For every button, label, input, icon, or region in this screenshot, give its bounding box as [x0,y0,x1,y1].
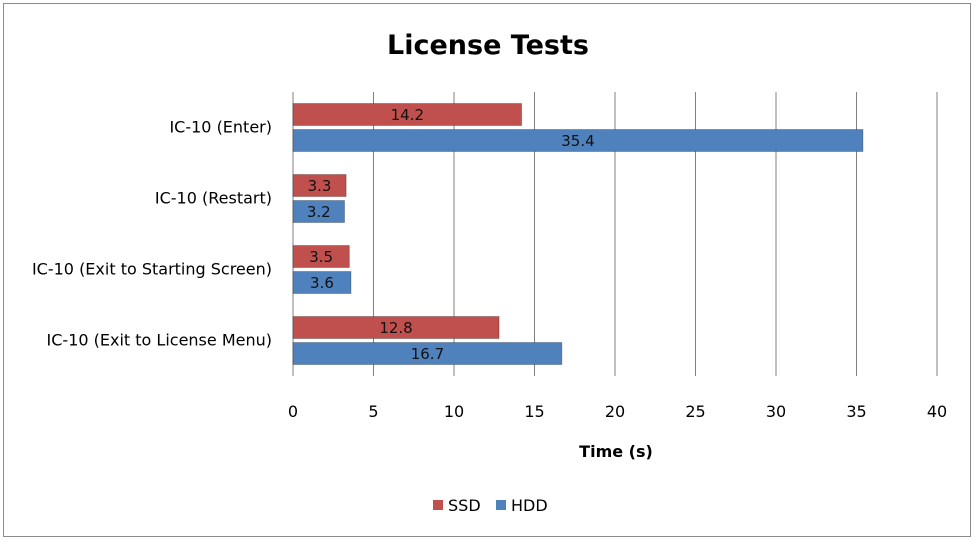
data-label: 3.2 [307,203,331,221]
bar-hdd [292,271,352,294]
x-tick-label: 15 [524,402,544,421]
chart-title: License Tests [387,30,589,61]
bar-ssd [292,174,347,197]
chart-frame [3,3,971,537]
bar-ssd [292,316,500,339]
bar-ssd [292,245,350,268]
data-label: 14.2 [391,106,424,124]
x-tick-label: 25 [685,402,705,421]
bar-hdd [292,342,563,365]
x-tick-label: 35 [846,402,866,421]
data-label: 3.5 [309,248,333,266]
bar-hdd [292,129,864,152]
x-tick-label: 30 [766,402,786,421]
data-label: 12.8 [379,319,412,337]
x-axis-label: Time (s) [579,442,653,461]
x-tick-label: 5 [368,402,378,421]
legend-label: SSD [448,496,481,515]
category-label: IC-10 (Restart) [155,189,272,208]
legend-swatch-ssd [433,500,443,510]
data-label: 3.6 [310,274,334,292]
legend-label: HDD [511,496,548,515]
legend: SSD HDD [433,496,548,515]
data-label: 16.7 [411,345,444,363]
x-tick-label: 0 [288,402,298,421]
category-label: IC-10 (Exit to License Menu) [47,331,272,350]
bar-hdd [292,200,346,223]
x-tick-label: 40 [927,402,947,421]
bar-ssd [292,103,523,126]
legend-swatch-hdd [496,500,506,510]
category-labels: IC-10 (Enter) IC-10 (Restart) IC-10 (Exit … [32,118,272,350]
data-label: 3.3 [308,177,332,195]
x-tick-labels: 0 5 10 15 20 25 30 35 40 [288,402,947,421]
data-label: 35.4 [561,132,594,150]
bars: 14.2 35.4 3.3 3.2 3.5 3.6 12.8 16.7 [292,103,864,365]
category-label: IC-10 (Enter) [169,118,272,137]
x-tick-label: 10 [444,402,464,421]
category-label: IC-10 (Exit to Starting Screen) [32,260,272,279]
x-tick-label: 20 [605,402,625,421]
